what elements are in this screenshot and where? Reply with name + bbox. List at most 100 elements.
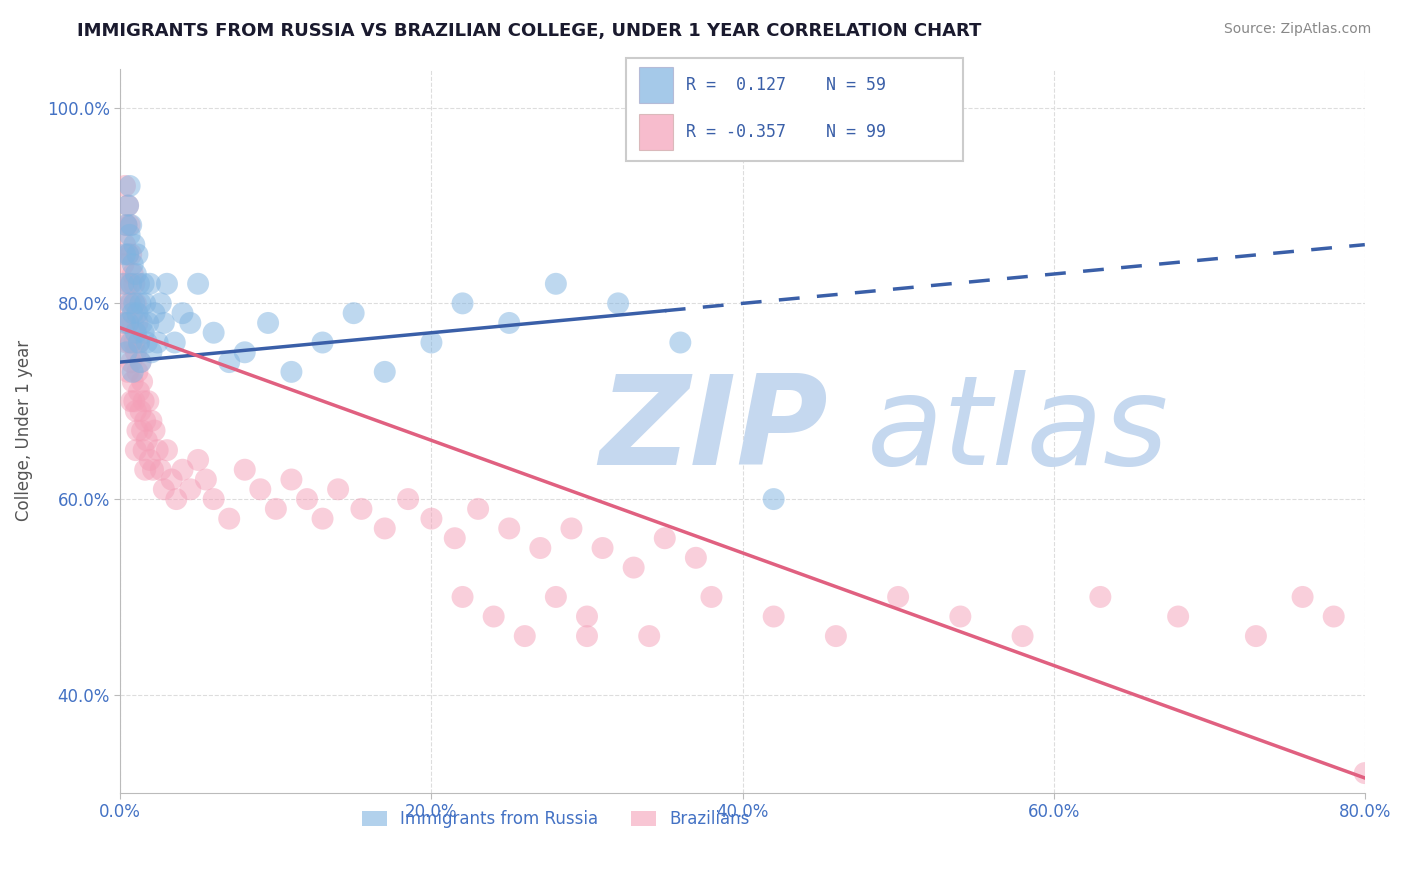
Point (233, 463, 256, 477)
Point (592, 541, 614, 555)
Point (112, 277, 135, 291)
Point (124, 335, 146, 350)
Point (112, 257, 135, 271)
Point (125, 296, 148, 310)
Point (1291, 590, 1313, 604)
Point (149, 296, 172, 310)
Point (544, 277, 567, 291)
Point (146, 443, 169, 458)
Point (125, 404, 148, 418)
Point (117, 198, 139, 212)
Point (264, 501, 287, 516)
Point (117, 247, 139, 261)
Point (513, 629, 536, 643)
Point (118, 296, 141, 310)
Point (115, 218, 138, 232)
Point (165, 492, 187, 507)
Point (249, 483, 271, 497)
Point (498, 316, 520, 330)
Point (762, 492, 785, 507)
Point (202, 326, 225, 340)
Point (124, 237, 146, 252)
Point (129, 355, 152, 369)
Point (131, 375, 153, 389)
Point (700, 590, 723, 604)
Point (114, 247, 136, 261)
Point (128, 335, 150, 350)
Text: Source: ZipAtlas.com: Source: ZipAtlas.com (1223, 22, 1371, 37)
Point (160, 473, 183, 487)
Point (120, 218, 142, 232)
Point (498, 521, 520, 535)
Point (132, 443, 155, 458)
Point (179, 316, 201, 330)
Point (187, 453, 209, 467)
Point (131, 424, 153, 438)
Point (1244, 629, 1267, 643)
Legend: Immigrants from Russia, Brazilians: Immigrants from Russia, Brazilians (354, 804, 756, 835)
Point (194, 473, 217, 487)
Text: ZIP: ZIP (599, 370, 828, 491)
Point (118, 218, 141, 232)
Point (117, 247, 139, 261)
Point (218, 355, 240, 369)
Point (887, 590, 910, 604)
Point (141, 345, 163, 359)
Point (607, 296, 630, 310)
Point (544, 590, 567, 604)
Point (121, 375, 143, 389)
Point (311, 335, 333, 350)
Point (762, 609, 785, 624)
Point (1090, 590, 1112, 604)
FancyBboxPatch shape (626, 58, 963, 161)
Point (172, 463, 194, 477)
Point (128, 277, 150, 291)
Point (117, 316, 139, 330)
Point (451, 590, 474, 604)
Point (115, 345, 138, 359)
Point (117, 365, 139, 379)
Point (218, 511, 240, 525)
Point (134, 463, 156, 477)
Point (949, 609, 972, 624)
Point (153, 316, 176, 330)
Point (343, 306, 366, 320)
Point (118, 178, 141, 193)
Point (131, 316, 153, 330)
Point (482, 609, 505, 624)
Point (280, 365, 302, 379)
Point (132, 394, 155, 409)
Point (114, 237, 136, 252)
Point (127, 365, 149, 379)
Point (623, 560, 645, 574)
Point (114, 178, 136, 193)
Point (153, 483, 176, 497)
Point (280, 473, 302, 487)
Point (121, 306, 143, 320)
Point (127, 316, 149, 330)
Point (121, 257, 143, 271)
Point (125, 267, 148, 281)
Point (128, 384, 150, 399)
Point (121, 365, 143, 379)
Point (124, 394, 146, 409)
Point (120, 394, 142, 409)
Point (233, 345, 256, 359)
Point (127, 247, 149, 261)
Point (139, 453, 162, 467)
Point (825, 629, 848, 643)
Point (374, 521, 396, 535)
Point (202, 492, 225, 507)
Point (135, 434, 157, 448)
Point (179, 483, 201, 497)
Point (143, 424, 166, 438)
Text: R =  0.127    N = 59: R = 0.127 N = 59 (686, 76, 886, 95)
Point (257, 316, 280, 330)
Point (1011, 629, 1033, 643)
Point (129, 296, 152, 310)
Point (187, 277, 209, 291)
Point (654, 531, 676, 545)
Point (118, 335, 141, 350)
Point (115, 218, 138, 232)
Point (172, 306, 194, 320)
